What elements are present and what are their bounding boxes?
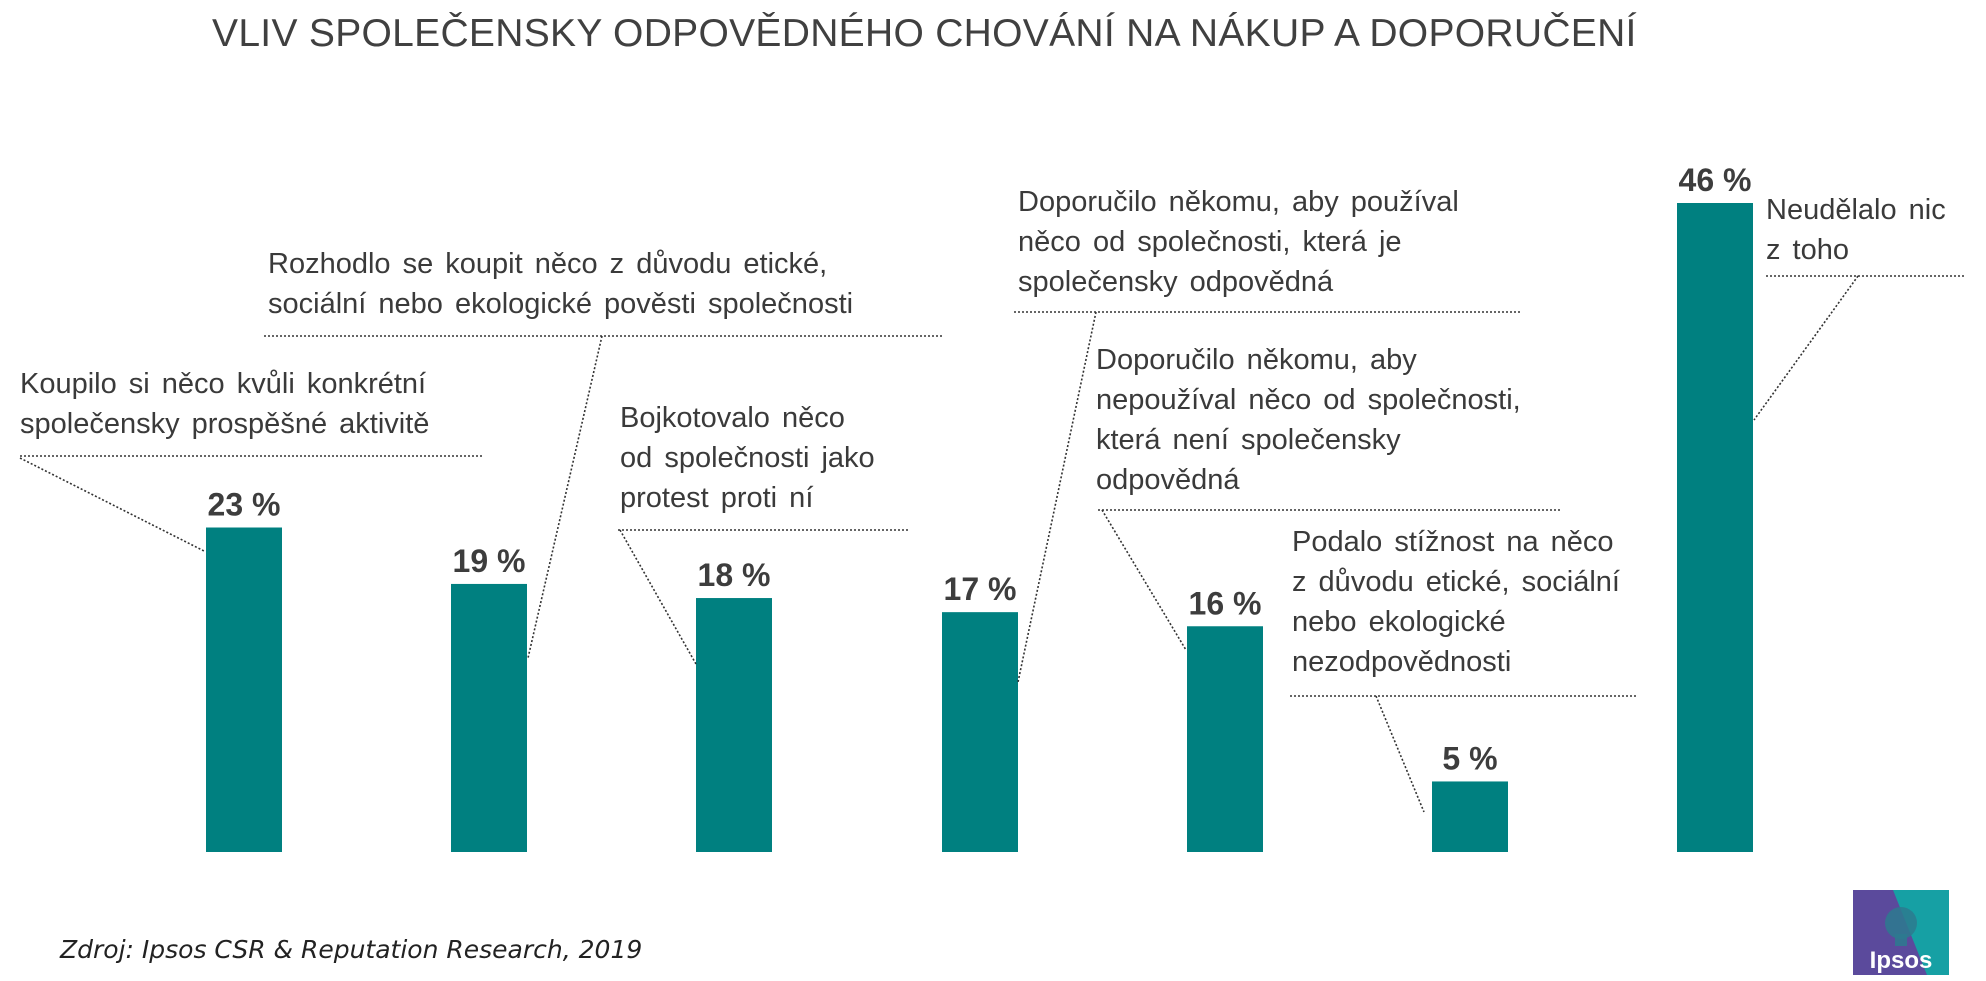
- bar-value-label-5: 16 %: [1189, 585, 1262, 621]
- bar-7: [1677, 203, 1753, 852]
- category-label-3: Bojkotovalo něco od společnosti jako prote…: [620, 398, 875, 518]
- category-label-line: Koupilo si něco kvůli konkrétní: [20, 368, 427, 400]
- category-label-line: z toho: [1766, 234, 1849, 266]
- bar-value-label-7: 46 %: [1679, 162, 1752, 198]
- leader-line-2: [527, 335, 603, 659]
- category-label-1: Koupilo si něco kvůli konkrétní společens…: [20, 364, 429, 444]
- bar-3: [696, 598, 772, 852]
- category-label-line: která není společensky: [1096, 424, 1401, 456]
- category-label-line: Doporučilo někomu, aby používal: [1018, 186, 1459, 218]
- category-label-line: od společnosti jako: [620, 442, 875, 474]
- bar-value-label-4: 17 %: [944, 571, 1017, 607]
- category-label-line: společensky prospěšné aktivitě: [20, 408, 430, 440]
- bar-1: [206, 527, 282, 852]
- category-label-line: protest proti ní: [620, 482, 814, 514]
- bar-value-label-1: 23 %: [208, 487, 281, 523]
- category-label-line: něco od společnosti, která je: [1018, 226, 1402, 258]
- svg-text:Ipsos: Ipsos: [1870, 947, 1933, 974]
- leader-line-7: [1753, 275, 1859, 421]
- bar-value-label-6: 5 %: [1442, 740, 1497, 776]
- category-label-2: Rozhodlo se koupit něco z důvodu etické,…: [268, 244, 853, 324]
- chart-title: VLIV SPOLEČENSKY ODPOVĚDNÉHO CHOVÁNÍ NA …: [212, 12, 1637, 55]
- category-label-5: Doporučilo někomu, aby nepoužíval něco od…: [1096, 340, 1521, 500]
- ipsos-logo: Ipsos: [1853, 890, 1949, 975]
- source-note: Zdroj: Ipsos CSR & Reputation Research, …: [60, 935, 643, 964]
- category-label-line: nepoužíval něco od společnosti,: [1096, 384, 1521, 416]
- leader-line-3: [619, 529, 697, 665]
- category-label-line: z důvodu etické, sociální: [1292, 566, 1620, 598]
- category-label-7: Neudělalo nic z toho: [1766, 190, 1946, 270]
- category-label-line: nebo ekologické: [1292, 606, 1506, 638]
- category-label-4: Doporučilo někomu, aby používal něco od s…: [1018, 182, 1459, 302]
- bar-value-label-3: 18 %: [698, 557, 771, 593]
- leader-line-6: [1375, 695, 1425, 813]
- category-label-line: Bojkotovalo něco: [620, 402, 845, 434]
- bar-value-label-2: 19 %: [453, 543, 526, 579]
- category-label-line: Doporučilo někomu, aby: [1096, 344, 1417, 376]
- category-label-line: Neudělalo nic: [1766, 194, 1946, 226]
- category-label-6: Podalo stížnost na něco z důvodu etické, …: [1292, 522, 1620, 682]
- category-label-line: Rozhodlo se koupit něco z důvodu etické,: [268, 248, 828, 280]
- category-label-line: společensky odpovědná: [1018, 266, 1334, 298]
- bar-4: [942, 612, 1018, 852]
- category-label-line: odpovědná: [1096, 464, 1240, 496]
- leader-line-1: [19, 457, 205, 552]
- bar-2: [451, 583, 527, 852]
- bar-6: [1432, 781, 1508, 852]
- category-label-line: Podalo stížnost na něco: [1292, 526, 1614, 558]
- category-label-line: nezodpovědnosti: [1292, 646, 1512, 678]
- bar-5: [1187, 626, 1263, 852]
- category-label-line: sociální nebo ekologické pověsti společn…: [268, 288, 854, 320]
- leader-line-4: [1017, 311, 1097, 683]
- leader-line-5: [1101, 509, 1187, 651]
